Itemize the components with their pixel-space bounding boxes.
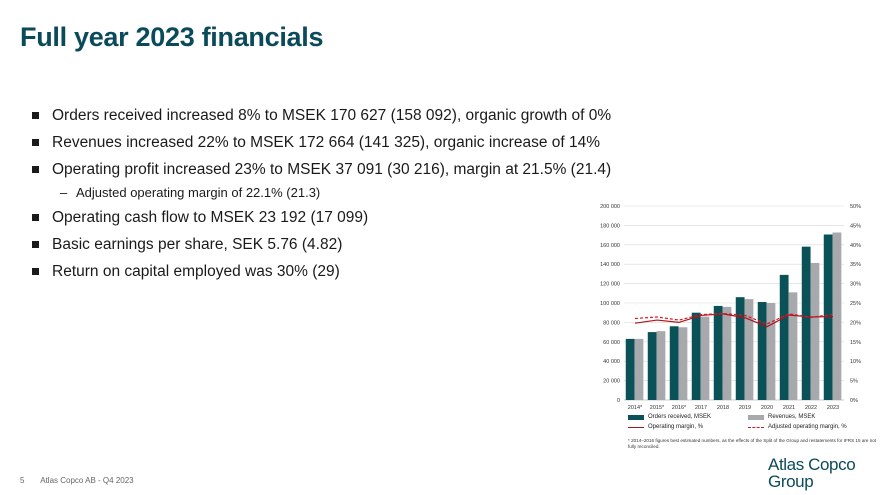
x-tick-label: 2014*	[628, 405, 643, 411]
y-tick-label: 80 000	[603, 320, 620, 326]
y2-tick-label: 20%	[850, 320, 861, 326]
y2-tick-label: 30%	[850, 282, 861, 288]
bar-orders	[757, 302, 767, 400]
y-tick-label: 180 000	[600, 223, 620, 229]
bar-orders	[735, 297, 745, 400]
bar-revenues	[700, 316, 710, 400]
page-number: 5	[20, 476, 25, 485]
bar-revenues	[634, 338, 644, 400]
bar-revenues	[722, 306, 732, 400]
y2-tick-label: 5%	[850, 379, 858, 385]
x-tick-label: 2023	[827, 405, 839, 411]
legend-adj-margin: Adjusted operating margin, %	[748, 424, 847, 430]
legend-revenues-label: Revenues, MSEK	[768, 414, 816, 420]
line-adjusted-margin	[634, 312, 834, 325]
legend-op-margin-swatch	[628, 426, 644, 428]
legend-revenues: Revenues, MSEK	[748, 414, 815, 420]
bullet-roce: Return on capital employed was 30% (29)	[30, 262, 630, 289]
page-title: Full year 2023 financials	[20, 22, 324, 52]
x-tick-label: 2017	[695, 405, 707, 411]
financials-chart: 0 20 000 40 000 60 000 80 000 100 000 120 000 1…	[600, 204, 861, 411]
y2-tick-label: 10%	[850, 359, 861, 365]
logo-line-1: Atlas Copco	[768, 455, 856, 474]
y-tick-label: 0	[617, 398, 620, 404]
bar-revenues	[832, 232, 842, 400]
bar-revenues	[656, 331, 666, 400]
y-tick-label: 20 000	[603, 379, 620, 385]
bar-orders	[691, 312, 701, 400]
footer-text: Atlas Copco AB - Q4 2023	[40, 476, 134, 485]
x-tick-label: 2022	[805, 405, 817, 411]
bullet-revenues: Revenues increased 22% to MSEK 172 664 (…	[30, 133, 630, 160]
legend-orders-label: Orders received, MSEK	[648, 414, 712, 420]
x-tick-label: 2020	[761, 405, 773, 411]
bar-orders	[625, 338, 635, 400]
y-tick-label: 140 000	[600, 262, 620, 268]
y2-tick-label: 15%	[850, 340, 861, 346]
legend-adj-margin-swatch	[748, 426, 764, 428]
legend-revenues-swatch	[748, 414, 764, 420]
y-tick-label: 120 000	[600, 282, 620, 288]
bullet-orders: Orders received increased 8% to MSEK 170…	[30, 106, 630, 133]
atlas-copco-logo: Atlas Copco Group	[768, 455, 856, 491]
logo-line-2: Group	[768, 472, 814, 491]
bar-revenues	[744, 299, 754, 400]
legend-adj-margin-label: Adjusted operating margin, %	[768, 424, 847, 430]
bar-orders	[647, 332, 657, 400]
y-tick-label: 40 000	[603, 359, 620, 365]
y2-tick-label: 0%	[850, 398, 858, 404]
y-tick-label: 100 000	[600, 301, 620, 307]
x-tick-label: 2019	[739, 405, 751, 411]
y2-tick-label: 25%	[850, 301, 861, 307]
bar-orders	[669, 326, 679, 400]
legend-op-margin-label: Operating margin, %	[648, 424, 704, 430]
y2-tick-label: 45%	[850, 223, 861, 229]
bar-revenues	[788, 292, 798, 400]
bar-revenues	[810, 262, 820, 400]
bar-orders	[779, 274, 789, 400]
y-tick-label: 60 000	[603, 340, 620, 346]
bar-revenues	[678, 327, 688, 400]
y2-tick-label: 50%	[850, 204, 861, 210]
footer: 5 Atlas Copco AB - Q4 2023	[20, 476, 134, 485]
x-tick-label: 2016*	[672, 405, 687, 411]
bullet-cash-flow: Operating cash flow to MSEK 23 192 (17 0…	[30, 208, 630, 235]
legend-op-margin: Operating margin, %	[628, 424, 703, 430]
y2-tick-label: 40%	[850, 243, 861, 249]
chart-footnote: * 2014–2016 figures best estimated numbe…	[628, 438, 877, 449]
bullet-list: Orders received increased 8% to MSEK 170…	[30, 106, 630, 289]
y-tick-label: 200 000	[600, 204, 620, 210]
x-tick-label: 2021	[783, 405, 795, 411]
sub-bullet-adjusted-margin: Adjusted operating margin of 22.1% (21.3…	[30, 184, 630, 208]
legend-orders: Orders received, MSEK	[628, 414, 711, 420]
bullet-eps: Basic earnings per share, SEK 5.76 (4.82…	[30, 235, 630, 262]
legend-orders-swatch	[628, 414, 644, 420]
y2-tick-label: 35%	[850, 262, 861, 268]
x-tick-label: 2018	[717, 405, 729, 411]
bullet-operating-profit: Operating profit increased 23% to MSEK 3…	[30, 160, 630, 187]
x-tick-label: 2015*	[650, 405, 665, 411]
bar-revenues	[766, 303, 776, 400]
bar-orders	[713, 305, 723, 400]
bar-orders	[801, 246, 811, 400]
y-tick-label: 160 000	[600, 243, 620, 249]
